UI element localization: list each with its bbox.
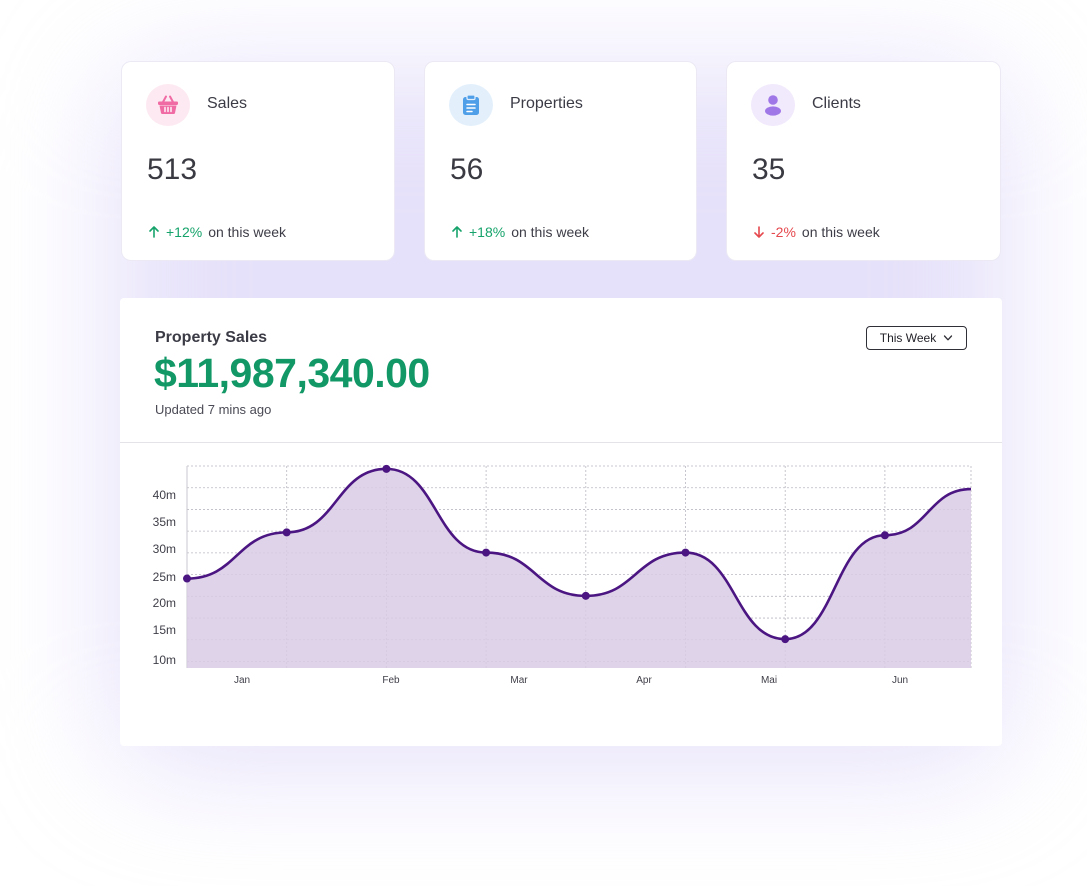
property-sales-panel: Property Sales $11,987,340.00 Updated 7 … (120, 298, 1002, 746)
chart-point[interactable] (282, 528, 291, 537)
stat-value: 35 (752, 153, 786, 186)
stat-title: Properties (510, 95, 583, 112)
y-tick-label: 40m (153, 488, 176, 502)
updated-text: Updated 7 mins ago (155, 402, 272, 417)
stat-trend: +12% on this week (147, 224, 286, 240)
user-icon (765, 95, 781, 116)
trend-percent: +18% (469, 224, 506, 240)
basket-icon (158, 95, 178, 114)
trend-percent: +12% (166, 224, 203, 240)
stat-value: 513 (147, 153, 198, 186)
y-tick-label: 35m (153, 515, 176, 529)
stat-value: 56 (450, 153, 484, 186)
panel-title: Property Sales (155, 329, 268, 346)
stat-title: Sales (207, 95, 248, 112)
chart-point[interactable] (880, 531, 889, 540)
chart-point[interactable] (183, 574, 191, 583)
stat-icon-wrap (146, 84, 190, 126)
x-tick-label: Apr (636, 675, 652, 686)
stat-trend: -2% on this week (752, 224, 880, 240)
chart-point[interactable] (581, 591, 590, 600)
trend-percent: -2% (771, 224, 796, 240)
panel-divider (120, 442, 1002, 443)
x-tick-label: Mai (761, 675, 777, 686)
x-tick-label: Jun (892, 675, 908, 686)
y-tick-label: 10m (153, 653, 176, 667)
chart-x-axis: Jan Feb Mar Apr Mai Jun (234, 675, 908, 686)
chart-y-axis: 10m 15m 20m 25m 30m 35m 40m (153, 488, 176, 667)
period-dropdown-label: This Week (879, 331, 937, 345)
x-tick-label: Mar (510, 675, 528, 686)
trend-text: on this week (801, 224, 880, 240)
sales-amount: $11,987,340.00 (154, 350, 430, 396)
chart-point[interactable] (781, 635, 790, 644)
stat-card-clients[interactable]: Clients 35 -2% on this week (726, 61, 1001, 261)
stat-trend: +18% on this week (450, 224, 589, 240)
arrow-down-icon (754, 226, 764, 238)
chart-point[interactable] (681, 548, 690, 557)
chart-point[interactable] (482, 548, 491, 557)
arrow-up-icon (149, 226, 159, 238)
y-tick-label: 30m (153, 542, 176, 556)
chart-area-fill (187, 468, 971, 668)
arrow-up-icon (452, 226, 462, 238)
y-tick-label: 20m (153, 596, 176, 610)
period-dropdown[interactable]: This Week (866, 326, 967, 350)
trend-text: on this week (511, 224, 590, 240)
y-tick-label: 15m (153, 623, 176, 637)
stat-card-sales[interactable]: Sales 513 +12% on this week (121, 61, 395, 261)
sales-chart: 10m 15m 20m 25m 30m 35m 40m Jan Feb Mar Apr Mai Jun (153, 464, 972, 686)
chevron-down-icon (944, 335, 953, 341)
y-tick-label: 25m (153, 570, 176, 584)
trend-text: on this week (208, 224, 287, 240)
chart-point[interactable] (382, 464, 391, 473)
stat-card-properties[interactable]: Properties 56 +18% on this week (424, 61, 697, 261)
clipboard-icon (463, 94, 479, 115)
stat-title: Clients (812, 95, 861, 112)
stat-icon-wrap (751, 84, 795, 126)
x-tick-label: Jan (234, 675, 250, 686)
chart-points (183, 464, 889, 644)
x-tick-label: Feb (382, 675, 400, 686)
stat-icon-wrap (449, 84, 493, 126)
